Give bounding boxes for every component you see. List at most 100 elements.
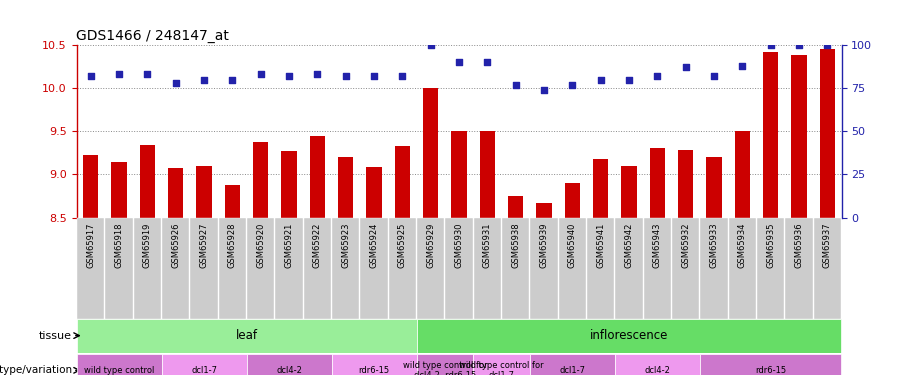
Point <box>622 76 636 82</box>
FancyBboxPatch shape <box>473 354 530 375</box>
Point <box>424 42 438 48</box>
FancyBboxPatch shape <box>757 217 784 319</box>
Text: GDS1466 / 248147_at: GDS1466 / 248147_at <box>76 28 230 43</box>
FancyBboxPatch shape <box>700 354 842 375</box>
Text: GSM65917: GSM65917 <box>86 223 95 268</box>
Text: GSM65939: GSM65939 <box>539 223 548 268</box>
Text: GSM65938: GSM65938 <box>511 223 520 268</box>
Point <box>254 71 268 77</box>
Bar <box>168 168 184 217</box>
FancyBboxPatch shape <box>303 217 331 319</box>
Bar <box>593 159 608 218</box>
Text: GSM65927: GSM65927 <box>200 223 209 268</box>
Bar <box>310 136 325 218</box>
FancyBboxPatch shape <box>672 217 699 319</box>
Bar <box>366 166 382 218</box>
Bar <box>508 196 524 217</box>
FancyBboxPatch shape <box>530 354 615 375</box>
Bar <box>650 148 665 217</box>
FancyBboxPatch shape <box>700 217 727 319</box>
FancyBboxPatch shape <box>559 217 586 319</box>
Text: GSM65924: GSM65924 <box>370 223 379 268</box>
Text: GSM65940: GSM65940 <box>568 223 577 268</box>
FancyBboxPatch shape <box>219 217 246 319</box>
Text: GSM65929: GSM65929 <box>427 223 436 268</box>
FancyBboxPatch shape <box>530 217 558 319</box>
Point <box>679 64 693 70</box>
Text: GSM65932: GSM65932 <box>681 223 690 268</box>
Bar <box>763 52 778 217</box>
FancyBboxPatch shape <box>76 354 161 375</box>
FancyBboxPatch shape <box>644 217 670 319</box>
Text: wild type control for
dcl1-7: wild type control for dcl1-7 <box>459 361 544 375</box>
Text: GSM65933: GSM65933 <box>709 223 718 268</box>
Text: leaf: leaf <box>236 329 257 342</box>
Text: GSM65934: GSM65934 <box>738 223 747 268</box>
Text: GSM65921: GSM65921 <box>284 223 293 268</box>
Text: dcl4-2: dcl4-2 <box>644 366 670 375</box>
Point <box>565 82 580 88</box>
Point <box>338 73 353 79</box>
FancyBboxPatch shape <box>105 217 132 319</box>
Text: GSM65920: GSM65920 <box>256 223 266 268</box>
Text: dcl4-2: dcl4-2 <box>276 366 302 375</box>
FancyBboxPatch shape <box>360 217 388 319</box>
FancyBboxPatch shape <box>389 217 416 319</box>
Point <box>112 71 126 77</box>
FancyBboxPatch shape <box>615 354 700 375</box>
Text: rdr6-15: rdr6-15 <box>755 366 787 375</box>
Point <box>735 63 750 69</box>
FancyBboxPatch shape <box>331 354 417 375</box>
FancyBboxPatch shape <box>76 319 417 352</box>
Text: tissue: tissue <box>39 331 72 340</box>
Bar <box>734 131 750 218</box>
Point <box>706 73 721 79</box>
Bar <box>394 146 410 218</box>
Text: GSM65943: GSM65943 <box>652 223 662 268</box>
Bar <box>451 131 467 218</box>
FancyBboxPatch shape <box>162 217 189 319</box>
FancyBboxPatch shape <box>275 217 302 319</box>
Point <box>367 73 382 79</box>
Text: wild type control: wild type control <box>84 366 154 375</box>
Text: rdr6-15: rdr6-15 <box>358 366 390 375</box>
Bar <box>112 162 127 218</box>
FancyBboxPatch shape <box>446 217 472 319</box>
Text: GSM65931: GSM65931 <box>482 223 491 268</box>
Point <box>225 76 239 82</box>
Bar <box>480 131 495 218</box>
Text: GSM65942: GSM65942 <box>625 223 634 268</box>
Bar <box>338 157 354 218</box>
Text: dcl1-7: dcl1-7 <box>559 366 585 375</box>
Bar <box>678 150 694 217</box>
Point <box>593 76 608 82</box>
Text: GSM65935: GSM65935 <box>766 223 775 268</box>
FancyBboxPatch shape <box>191 217 218 319</box>
FancyBboxPatch shape <box>417 319 842 352</box>
Bar <box>196 166 211 218</box>
Point <box>792 42 806 48</box>
FancyBboxPatch shape <box>332 217 359 319</box>
Bar <box>564 183 580 218</box>
Text: genotype/variation: genotype/variation <box>0 365 72 375</box>
FancyBboxPatch shape <box>77 217 104 319</box>
Bar <box>621 166 637 218</box>
Bar <box>706 157 722 218</box>
Point <box>197 76 211 82</box>
Bar <box>536 203 552 217</box>
Bar <box>224 185 240 218</box>
FancyBboxPatch shape <box>134 217 161 319</box>
Point <box>508 82 523 88</box>
FancyBboxPatch shape <box>587 217 615 319</box>
Bar <box>423 88 438 218</box>
Bar <box>253 142 268 218</box>
Bar <box>791 56 806 217</box>
Text: GSM65926: GSM65926 <box>171 223 180 268</box>
Text: GSM65919: GSM65919 <box>143 223 152 268</box>
Text: GSM65941: GSM65941 <box>596 223 605 268</box>
Point <box>168 80 183 86</box>
Bar <box>281 151 297 217</box>
FancyBboxPatch shape <box>247 354 331 375</box>
Point <box>820 42 834 48</box>
Point <box>452 59 466 65</box>
